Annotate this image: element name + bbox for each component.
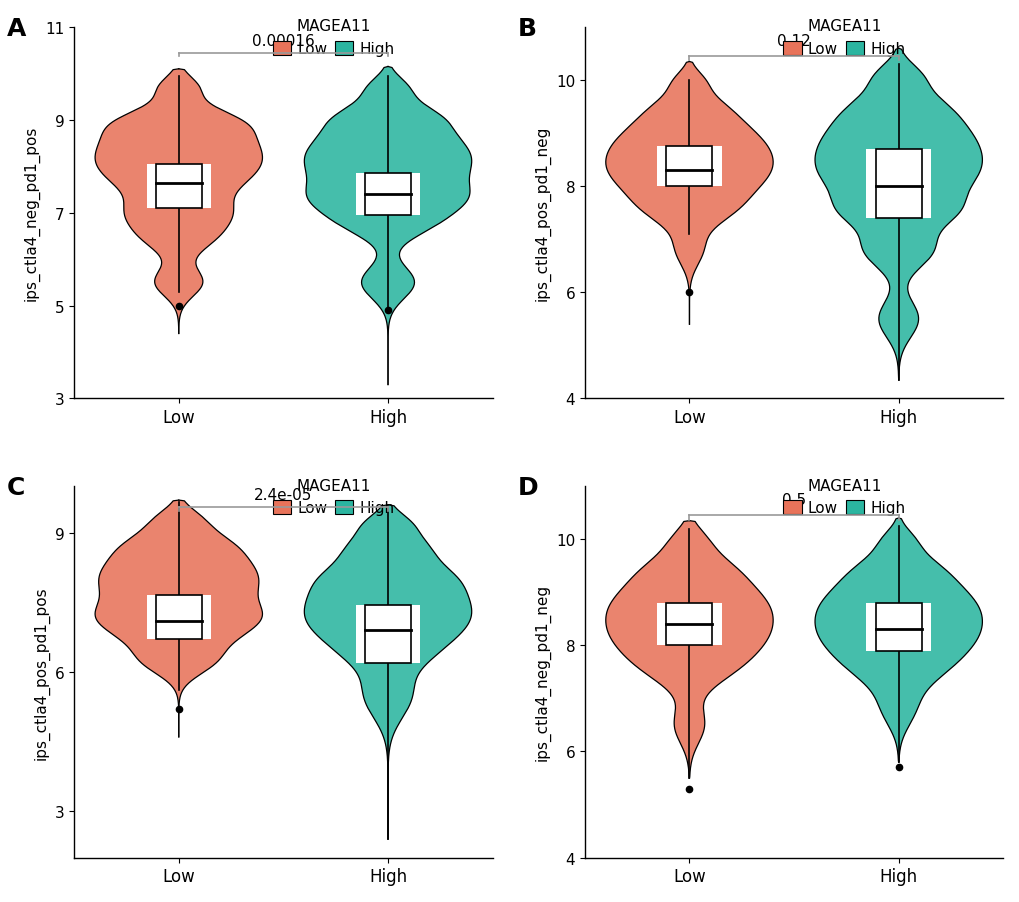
Bar bbox=[147, 165, 211, 209]
Bar bbox=[656, 603, 721, 646]
Polygon shape bbox=[304, 68, 471, 385]
Y-axis label: ips_ctla4_pos_pd1_neg: ips_ctla4_pos_pd1_neg bbox=[534, 126, 550, 301]
Y-axis label: ips_ctla4_pos_pd1_pos: ips_ctla4_pos_pd1_pos bbox=[33, 585, 49, 759]
Text: 2.4e-05: 2.4e-05 bbox=[254, 488, 312, 502]
Y-axis label: ips_ctla4_neg_pd1_pos: ips_ctla4_neg_pd1_pos bbox=[23, 126, 40, 301]
Polygon shape bbox=[814, 519, 981, 762]
Y-axis label: ips_ctla4_neg_pd1_neg: ips_ctla4_neg_pd1_neg bbox=[534, 584, 550, 760]
Bar bbox=[865, 603, 930, 651]
Bar bbox=[356, 605, 420, 663]
Bar bbox=[875, 603, 921, 651]
Legend: Low, High: Low, High bbox=[776, 14, 910, 63]
Bar bbox=[365, 605, 411, 663]
Bar bbox=[147, 595, 211, 640]
Polygon shape bbox=[95, 69, 262, 334]
Text: 0.00016: 0.00016 bbox=[252, 34, 315, 49]
Text: B: B bbox=[518, 17, 536, 41]
Polygon shape bbox=[605, 521, 772, 778]
Bar bbox=[356, 174, 420, 216]
Text: A: A bbox=[7, 17, 26, 41]
Polygon shape bbox=[605, 62, 772, 325]
Legend: Low, High: Low, High bbox=[776, 472, 910, 522]
Polygon shape bbox=[814, 50, 981, 381]
Bar bbox=[875, 150, 921, 219]
Legend: Low, High: Low, High bbox=[266, 14, 400, 63]
Bar bbox=[665, 147, 712, 187]
Bar bbox=[865, 150, 930, 219]
Bar bbox=[156, 165, 202, 209]
Bar bbox=[665, 603, 712, 646]
Text: C: C bbox=[7, 475, 25, 500]
Polygon shape bbox=[304, 505, 471, 839]
Bar bbox=[365, 174, 411, 216]
Text: 0.5: 0.5 bbox=[782, 492, 805, 508]
Text: 0.12: 0.12 bbox=[776, 34, 810, 50]
Legend: Low, High: Low, High bbox=[266, 472, 400, 522]
Bar bbox=[156, 595, 202, 640]
Text: D: D bbox=[518, 475, 538, 500]
Bar bbox=[656, 147, 721, 187]
Polygon shape bbox=[95, 501, 262, 737]
